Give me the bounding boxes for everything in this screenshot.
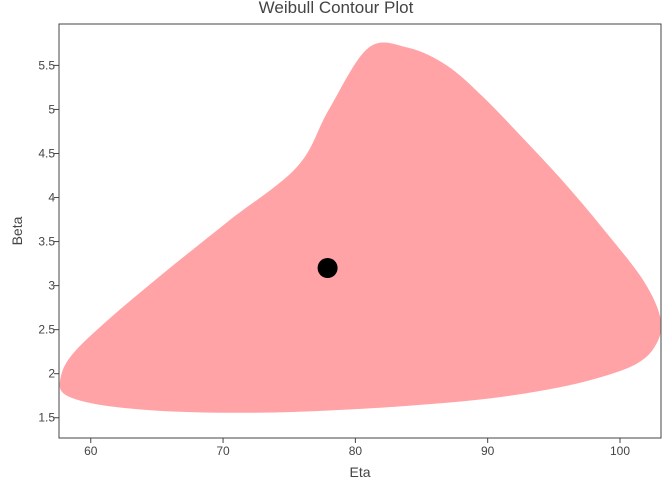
plot-clip-group	[59, 42, 661, 413]
y-tick-label: 2	[48, 367, 55, 381]
y-tick-label: 5.5	[38, 58, 55, 72]
y-axis-ticks: 1.5 2 2.5 3 3.5 4 4.5 5 5.5	[38, 58, 59, 425]
y-axis-title: Beta	[9, 216, 25, 245]
chart-title: Weibull Contour Plot	[259, 0, 414, 17]
x-tick-label: 80	[349, 444, 363, 458]
y-tick-label: 2.5	[38, 323, 55, 337]
estimate-point	[317, 257, 338, 278]
y-tick-label: 3.5	[38, 235, 55, 249]
y-tick-label: 4.5	[38, 146, 55, 160]
plot-frame	[58, 23, 662, 439]
plot-area	[59, 42, 661, 413]
y-tick-label: 4	[48, 191, 55, 205]
x-axis-title: Eta	[349, 464, 370, 480]
y-tick-label: 1.5	[38, 411, 55, 425]
contour-region	[59, 42, 661, 413]
x-tick-label: 100	[610, 444, 630, 458]
y-tick-label: 5	[48, 102, 55, 116]
x-axis-ticks: 60 70 80 90 100	[84, 438, 630, 458]
x-tick-label: 60	[84, 444, 98, 458]
y-tick-label: 3	[48, 279, 55, 293]
x-tick-label: 70	[216, 444, 230, 458]
x-tick-label: 90	[481, 444, 495, 458]
